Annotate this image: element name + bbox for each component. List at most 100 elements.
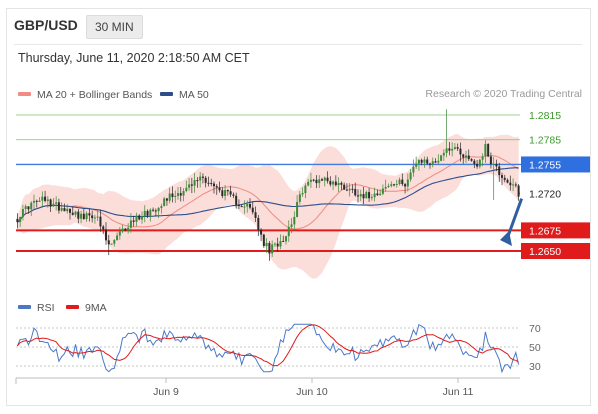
candle-body (171, 193, 174, 198)
legend-9ma: 9MA (66, 302, 107, 314)
candle-body (517, 185, 520, 197)
candle-body (456, 147, 459, 149)
candle-body (146, 210, 149, 216)
candle-body (404, 184, 407, 187)
candle-body (55, 202, 58, 204)
candle-body (199, 176, 202, 181)
candle-body (340, 182, 343, 185)
level-label-1.2675: 1.2675 (529, 225, 561, 237)
chart-datetime: Thursday, June 11, 2020 2:18:50 AM CET (18, 51, 250, 65)
candle-body (326, 177, 329, 182)
candle-body (373, 193, 376, 198)
candle-body (218, 187, 221, 191)
candle-body (165, 198, 168, 201)
candle-body (387, 185, 390, 188)
candle-body (132, 220, 135, 222)
candle-body (185, 187, 188, 192)
x-tick-label-2: Jun 11 (443, 386, 474, 398)
candle-body (323, 177, 326, 181)
candle-body (431, 161, 434, 165)
candle-body (329, 181, 332, 185)
candle-body (481, 156, 484, 160)
candle-body (44, 196, 47, 201)
candle-body (240, 206, 243, 208)
candle-body (141, 216, 143, 220)
candle-body (442, 152, 445, 156)
candle-body (473, 160, 476, 164)
candle-body (437, 160, 440, 163)
candle-body (459, 148, 462, 155)
candle-body (351, 188, 354, 190)
candle-body (174, 195, 177, 198)
candle-body (501, 175, 503, 178)
candle-body (80, 213, 83, 219)
candle-body (24, 206, 27, 210)
candle-body (398, 179, 401, 185)
candle-body (354, 189, 357, 196)
candle-body (168, 193, 171, 201)
level-label-1.2785: 1.2785 (529, 135, 561, 147)
candle-body (213, 183, 215, 187)
candle-body (506, 179, 509, 183)
forecast-arrow (505, 198, 524, 240)
candle-body (453, 147, 456, 150)
candle-body (182, 191, 185, 196)
candle-body (118, 231, 121, 236)
legend-ma50: MA 50 (160, 89, 209, 101)
candle-body (249, 203, 251, 208)
candle-body (149, 209, 152, 216)
candles (16, 109, 520, 261)
candle-body (110, 243, 113, 245)
candle-body (315, 179, 318, 184)
candle-body (135, 215, 138, 222)
legend-9ma-swatch (66, 305, 79, 310)
candle-body (381, 188, 384, 194)
candle-body (69, 208, 71, 213)
candle-body (243, 206, 246, 208)
level-label-1.2815: 1.2815 (529, 110, 561, 122)
candle-body (434, 161, 437, 163)
candle-body (337, 182, 340, 186)
candle-body (152, 209, 155, 211)
candle-body (426, 159, 429, 164)
candle-body (91, 215, 94, 219)
candle-body (143, 210, 146, 217)
candle-body (116, 235, 119, 241)
rsi-level-label-70: 70 (529, 323, 541, 335)
candle-body (138, 215, 141, 220)
candle-body (30, 202, 33, 210)
rsi-level-label-30: 30 (529, 361, 541, 373)
candle-body (307, 181, 310, 186)
level-tag-1.2755 (521, 156, 590, 173)
candle-body (88, 213, 91, 216)
candle-body (514, 184, 517, 186)
candle-body (285, 236, 287, 242)
candle-body (237, 204, 240, 207)
candle-body (215, 186, 218, 188)
candle-body (85, 213, 88, 219)
candle-body (503, 177, 506, 180)
candle-body (290, 224, 293, 228)
candle-body (318, 179, 321, 184)
candle-body (63, 208, 66, 212)
candle-body (177, 193, 179, 196)
candle-body (19, 217, 22, 223)
candle-body (210, 182, 213, 184)
candle-body (509, 182, 512, 186)
candle-body (420, 159, 423, 163)
candle-body (412, 166, 415, 173)
candle-body (107, 240, 110, 245)
timeframe-badge[interactable]: 30 MIN (86, 15, 143, 39)
candle-body (124, 228, 127, 231)
candle-body (221, 190, 224, 197)
candle-body (362, 194, 365, 199)
candle-body (93, 217, 96, 219)
candle-body (179, 193, 182, 196)
candle-body (71, 212, 74, 215)
candle-body (235, 195, 238, 205)
candle-body (476, 163, 479, 167)
candle-body (379, 193, 382, 196)
candle-body (293, 216, 296, 225)
candle-body (368, 192, 371, 199)
candle-body (301, 193, 304, 195)
